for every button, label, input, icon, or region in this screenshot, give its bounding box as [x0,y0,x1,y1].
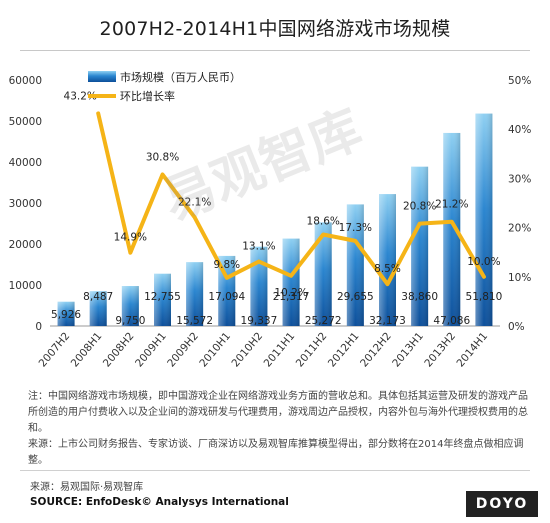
bar-data-label: 38,860 [401,291,438,303]
chart-title: 2007H2-2014H1中国网络游戏市场规模 [99,18,451,40]
bar-data-label: 19,337 [241,315,278,327]
bar-shading [443,132,461,326]
bar-data-label: 5,926 [51,309,81,321]
y-right-tick-label: 20% [508,223,531,235]
legend: 市场规模（百万人民币） 环比增长率 [88,70,241,103]
title-divider [20,50,530,51]
bar-shading [346,204,364,326]
doyo-logo: DOYO [466,491,538,517]
bar-shading [379,194,396,326]
x-tick-label: 2009H2 [165,330,201,369]
y-right-tick-label: 10% [508,272,531,284]
bar-shading [282,238,300,326]
bar-data-label: 21,317 [273,291,310,303]
x-tick-label: 2013H2 [422,330,458,369]
bar-shading [154,273,171,326]
x-tick-label: 2014H1 [454,330,490,369]
y-left-tick-label: 50000 [9,116,42,128]
y-left-tick-label: 0 [35,321,42,333]
x-tick-label: 2013H1 [390,330,426,369]
y-left-tick-label: 40000 [9,157,42,169]
y-left-tick-label: 30000 [9,198,42,210]
chart-canvas: 0 10000 20000 30000 40000 50000 60000 0% 10% 20% 3… [9,70,532,370]
growth-data-label: 22.1% [178,196,211,208]
y-left-tick-label: 10000 [9,280,42,292]
growth-data-label: 21.2% [435,199,468,211]
growth-data-label: 14.9% [114,232,147,244]
x-tick-label: 2012H1 [326,330,362,369]
footnotes: 注：中国网络游戏市场规模，即中国游戏企业在网络游戏业务方面的营收总和。具体包括其… [28,389,533,469]
growth-data-label: 18.6% [307,215,340,227]
x-tick-label: 2008H1 [69,330,105,369]
bar-data-label: 17,094 [208,291,245,303]
growth-data-label: 9.8% [213,259,240,271]
bar-data-label: 15,572 [176,315,213,327]
y-left-tick-label: 20000 [9,239,42,251]
axes: 0 10000 20000 30000 40000 50000 60000 0% 10% 20% 3… [9,75,532,333]
bar-shading [121,286,139,326]
bar-shading [314,222,332,326]
y-left-tick-label: 60000 [9,75,42,87]
bar-shading [89,291,107,326]
growth-data-label: 10.2% [274,287,307,299]
x-tick-label: 2010H2 [229,330,265,369]
bar-data-label: 25,272 [305,315,342,327]
legend-bar-label: 市场规模（百万人民币） [120,70,241,84]
bar-data-label: 8,487 [83,291,113,303]
bar-shading [186,262,204,326]
growth-data-label: 17.3% [339,222,372,234]
growth-data-label: 43.2% [64,90,97,102]
bar-data-label: 29,655 [337,291,374,303]
x-axis-ticks: 2007H22008H12008H22009H12009H22010H12010… [37,330,491,369]
growth-data-label: 20.8% [403,201,436,213]
bar-data-label: 12,755 [144,291,181,303]
legend-bar-swatch [88,71,116,82]
x-tick-label: 2007H2 [37,330,73,369]
source-english: SOURCE: EnfoDesk© Analysys International [30,496,289,508]
bar-data-label: 47,086 [433,315,470,327]
legend-line-label: 环比增长率 [120,89,175,103]
source-divider [20,470,530,471]
y-right-tick-label: 40% [508,124,531,136]
growth-data-label: 13.1% [242,241,275,253]
x-tick-label: 2012H2 [358,330,394,369]
growth-data-label: 8.5% [374,263,401,275]
growth-line [96,111,486,287]
growth-line-series [96,111,486,287]
bar-shading [250,246,268,326]
bar-data-label: 51,810 [466,291,503,303]
growth-data-label: 30.8% [146,151,179,163]
x-tick-label: 2009H1 [133,330,169,369]
growth-data-label: 10.0% [467,256,500,268]
bar-shading [411,166,429,326]
source-chinese: 来源：易观国际·易观智库 [30,482,144,493]
x-tick-label: 2011H1 [262,330,298,369]
y-right-tick-label: 0% [508,321,525,333]
x-tick-label: 2011H2 [294,330,330,369]
bar-data-label: 32,173 [369,315,406,327]
footnote-source: 来源：上市公司财务报告、专家访谈、厂商深访以及易观智库推算模型得出，部分数将在2… [28,439,524,466]
y-right-tick-label: 50% [508,75,531,87]
growth-data-labels: 43.2%14.9%30.8%22.1%9.8%13.1%10.2%18.6%1… [64,90,501,298]
y-right-tick-label: 30% [508,173,531,185]
x-tick-label: 2010H1 [197,330,233,369]
x-tick-label: 2008H2 [101,330,137,369]
footnote-definition: 注：中国网络游戏市场规模，即中国游戏企业在网络游戏业务方面的营收总和。具体包括其… [28,391,528,434]
bar-shading [57,301,75,326]
bar-data-label: 9,750 [115,315,145,327]
